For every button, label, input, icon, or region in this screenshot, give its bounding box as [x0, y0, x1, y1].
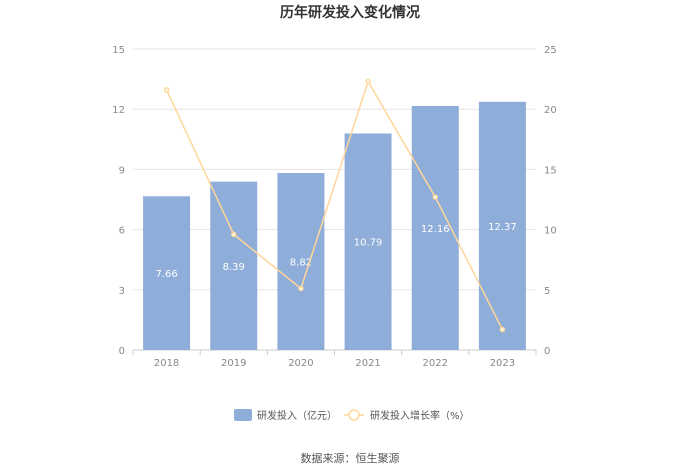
legend-line-label: 研发投入增长率（%）	[370, 409, 470, 422]
bar-data-label: 12.37	[488, 222, 517, 233]
grid-lines	[133, 48, 536, 351]
legend-item-bar[interactable]: 研发投入（亿元）	[234, 409, 337, 422]
bar	[277, 173, 325, 350]
y-right-tick-label: 10	[544, 226, 557, 237]
y-left-tick-label: 0	[119, 346, 125, 357]
x-tick-label: 2023	[490, 358, 515, 369]
y-right-tick-label: 25	[544, 45, 557, 56]
y-right-tick-label: 0	[544, 346, 550, 357]
right-axis: 0 5 10 15 20 25	[544, 45, 557, 357]
x-tick-label: 2018	[154, 358, 179, 369]
bar-series: 7.66 8.39 8.82 10.79 12.16 12.37	[143, 101, 526, 350]
left-axis: 0 3 6 9 12 15	[112, 45, 125, 357]
bar	[210, 181, 258, 350]
x-tick-label: 2022	[423, 358, 448, 369]
line-point	[432, 194, 438, 200]
y-left-tick-label: 9	[119, 165, 125, 176]
bar-data-label: 12.16	[421, 224, 450, 235]
y-left-tick-label: 6	[119, 226, 125, 237]
x-tick-label: 2019	[221, 358, 246, 369]
y-left-tick-label: 15	[112, 45, 125, 56]
bar	[478, 101, 526, 350]
source-text: 数据来源：恒生聚源	[301, 451, 400, 465]
bar	[344, 133, 392, 350]
line-point	[298, 285, 304, 292]
x-axis: 2018 2019 2020 2021 2022 2023	[132, 350, 537, 369]
y-left-tick-label: 12	[112, 105, 125, 116]
y-right-tick-label: 20	[544, 105, 557, 116]
chart-title: 历年研发投入变化情况	[280, 4, 420, 21]
line-point	[163, 87, 170, 93]
y-right-tick-label: 5	[544, 286, 550, 297]
legend: 研发投入（亿元） 研发投入增长率（%）	[234, 409, 470, 422]
x-tick-label: 2020	[288, 358, 313, 369]
x-tick-label: 2021	[355, 358, 380, 369]
line-point	[231, 231, 237, 238]
line-series	[163, 78, 506, 333]
bar-data-label: 8.39	[223, 262, 245, 273]
y-right-tick-label: 15	[544, 165, 557, 176]
bar	[143, 196, 191, 350]
line-path	[165, 79, 504, 330]
legend-line-marker	[348, 409, 360, 421]
legend-bar-swatch	[234, 409, 252, 421]
y-left-tick-label: 3	[119, 286, 125, 297]
bar-data-label: 10.79	[354, 238, 383, 249]
bar-data-label: 7.66	[155, 269, 177, 280]
legend-bar-label: 研发投入（亿元）	[257, 409, 337, 422]
legend-item-line[interactable]: 研发投入增长率（%）	[344, 409, 470, 422]
bar-data-label: 8.82	[290, 258, 312, 269]
line-point	[365, 78, 371, 85]
line-point	[499, 326, 506, 333]
